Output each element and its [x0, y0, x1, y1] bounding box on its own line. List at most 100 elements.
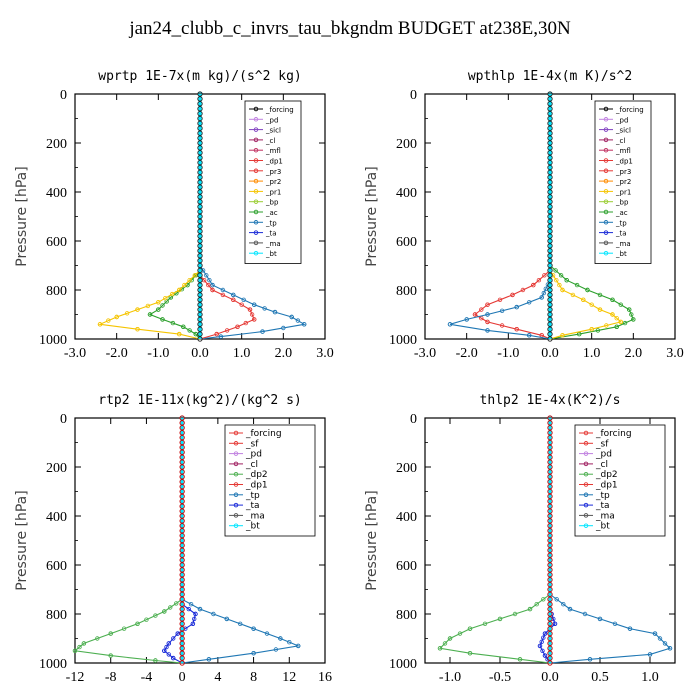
zero-line-marker [179, 660, 185, 666]
legend-marker [233, 461, 239, 467]
legend: _forcing _pd _sicl _cl _mfl _dp1 _pr3 _pr2 _pr1 _… [594, 100, 652, 264]
data-point [485, 312, 490, 317]
legend-entry-sicl: _sicl [265, 127, 281, 135]
data-point [543, 286, 548, 291]
data-point [595, 328, 601, 333]
zero-line-marker [547, 508, 553, 514]
zero-line-marker [179, 469, 185, 475]
zero-line-marker [197, 140, 203, 146]
zero-line-marker [179, 518, 185, 524]
legend-entry-ac: _ac [265, 209, 278, 217]
x-tick-label: 3.0 [666, 346, 684, 361]
data-point [581, 297, 586, 302]
zero-line-marker [179, 572, 185, 578]
x-tick-label: -1.0 [147, 346, 169, 361]
legend-marker [253, 117, 259, 122]
data-point [497, 297, 503, 302]
data-point [114, 314, 119, 320]
x-tick-label: 1.0 [583, 346, 601, 361]
data-point [193, 611, 198, 617]
data-point [618, 302, 623, 307]
zero-line-marker [179, 581, 185, 588]
data-point [627, 626, 633, 631]
data-point [295, 318, 301, 323]
zero-line-marker [547, 415, 553, 421]
zero-line-marker [547, 331, 553, 337]
data-point [135, 621, 140, 626]
zero-line-marker [547, 135, 553, 141]
data-point [72, 648, 78, 653]
chart-title: wprtp 1E-7x(m kg)/(s^2 kg) [98, 69, 302, 84]
legend-marker [253, 168, 259, 174]
zero-line-marker [179, 420, 185, 426]
data-point [560, 287, 565, 293]
zero-line-marker [547, 518, 553, 524]
legend-entry-dp2: _dp2 [245, 470, 268, 480]
data-point [235, 324, 240, 329]
zero-line-marker [197, 159, 203, 166]
zero-line-marker [547, 101, 553, 107]
legend-marker [603, 199, 609, 204]
legend-entry-bt: _bt [615, 250, 627, 258]
legend-entry-pd: _pd [615, 116, 628, 124]
zero-line-marker [547, 277, 553, 283]
data-point [627, 307, 632, 312]
data-point [190, 621, 196, 626]
legend-entry-dp1: _dp1 [615, 158, 633, 166]
zero-line-marker [179, 483, 185, 490]
data-point [287, 640, 292, 645]
zero-line-marker [547, 479, 553, 485]
zero-line-marker [197, 277, 203, 283]
data-point [186, 606, 191, 612]
data-point [610, 297, 615, 302]
zero-line-marker [179, 503, 185, 509]
y-tick-label: 1000 [389, 333, 417, 348]
data-point [153, 613, 158, 618]
zero-line-marker [547, 616, 553, 622]
data-point [167, 605, 173, 610]
data-point [552, 621, 558, 626]
data-point [135, 327, 140, 332]
zero-line-marker [547, 150, 553, 156]
data-point [597, 616, 603, 622]
zero-line-marker [197, 321, 203, 327]
zero-line-marker [197, 297, 203, 303]
data-point [162, 648, 167, 653]
zero-line-marker [547, 439, 553, 446]
data-point [156, 307, 161, 312]
data-point [582, 611, 588, 617]
data-point [510, 292, 515, 298]
zero-line-marker [197, 189, 203, 195]
zero-line-marker [179, 616, 185, 622]
zero-line-marker [547, 601, 553, 607]
chart-panel-1: wprtp 1E-7x(m kg)/(s^2 kg) Pressure [hPa]… [14, 69, 334, 361]
chart-title: rtp2 1E-11x(kg^2)/(kg^2 s) [98, 393, 302, 408]
data-point [531, 282, 536, 288]
zero-line-marker [179, 557, 185, 563]
data-point [472, 312, 478, 317]
zero-line-marker [547, 464, 553, 470]
data-point [106, 318, 111, 323]
legend-marker [233, 482, 239, 487]
legend-marker [233, 492, 239, 498]
zero-line-marker [547, 425, 553, 431]
zero-line-marker [197, 204, 203, 210]
data-point [121, 626, 127, 631]
legend-entry-ta: _ta [245, 501, 260, 511]
zero-line-marker [547, 454, 553, 460]
zero-line-marker [547, 581, 553, 588]
data-point [264, 631, 270, 636]
data-point [207, 278, 212, 283]
data-point [160, 317, 165, 322]
zero-line-marker [547, 267, 553, 274]
zero-line-marker [547, 184, 553, 190]
x-tick-label: 0.5 [591, 670, 609, 685]
legend-entry-bt: _bt [595, 522, 610, 532]
data-point [485, 319, 490, 325]
x-tick-label: 2.0 [275, 346, 293, 361]
data-point [614, 316, 619, 321]
x-tick-label: -4 [141, 670, 153, 685]
legend-entry-pr2: _pr2 [265, 178, 281, 186]
zero-line-marker [547, 596, 553, 602]
data-point [467, 651, 473, 656]
